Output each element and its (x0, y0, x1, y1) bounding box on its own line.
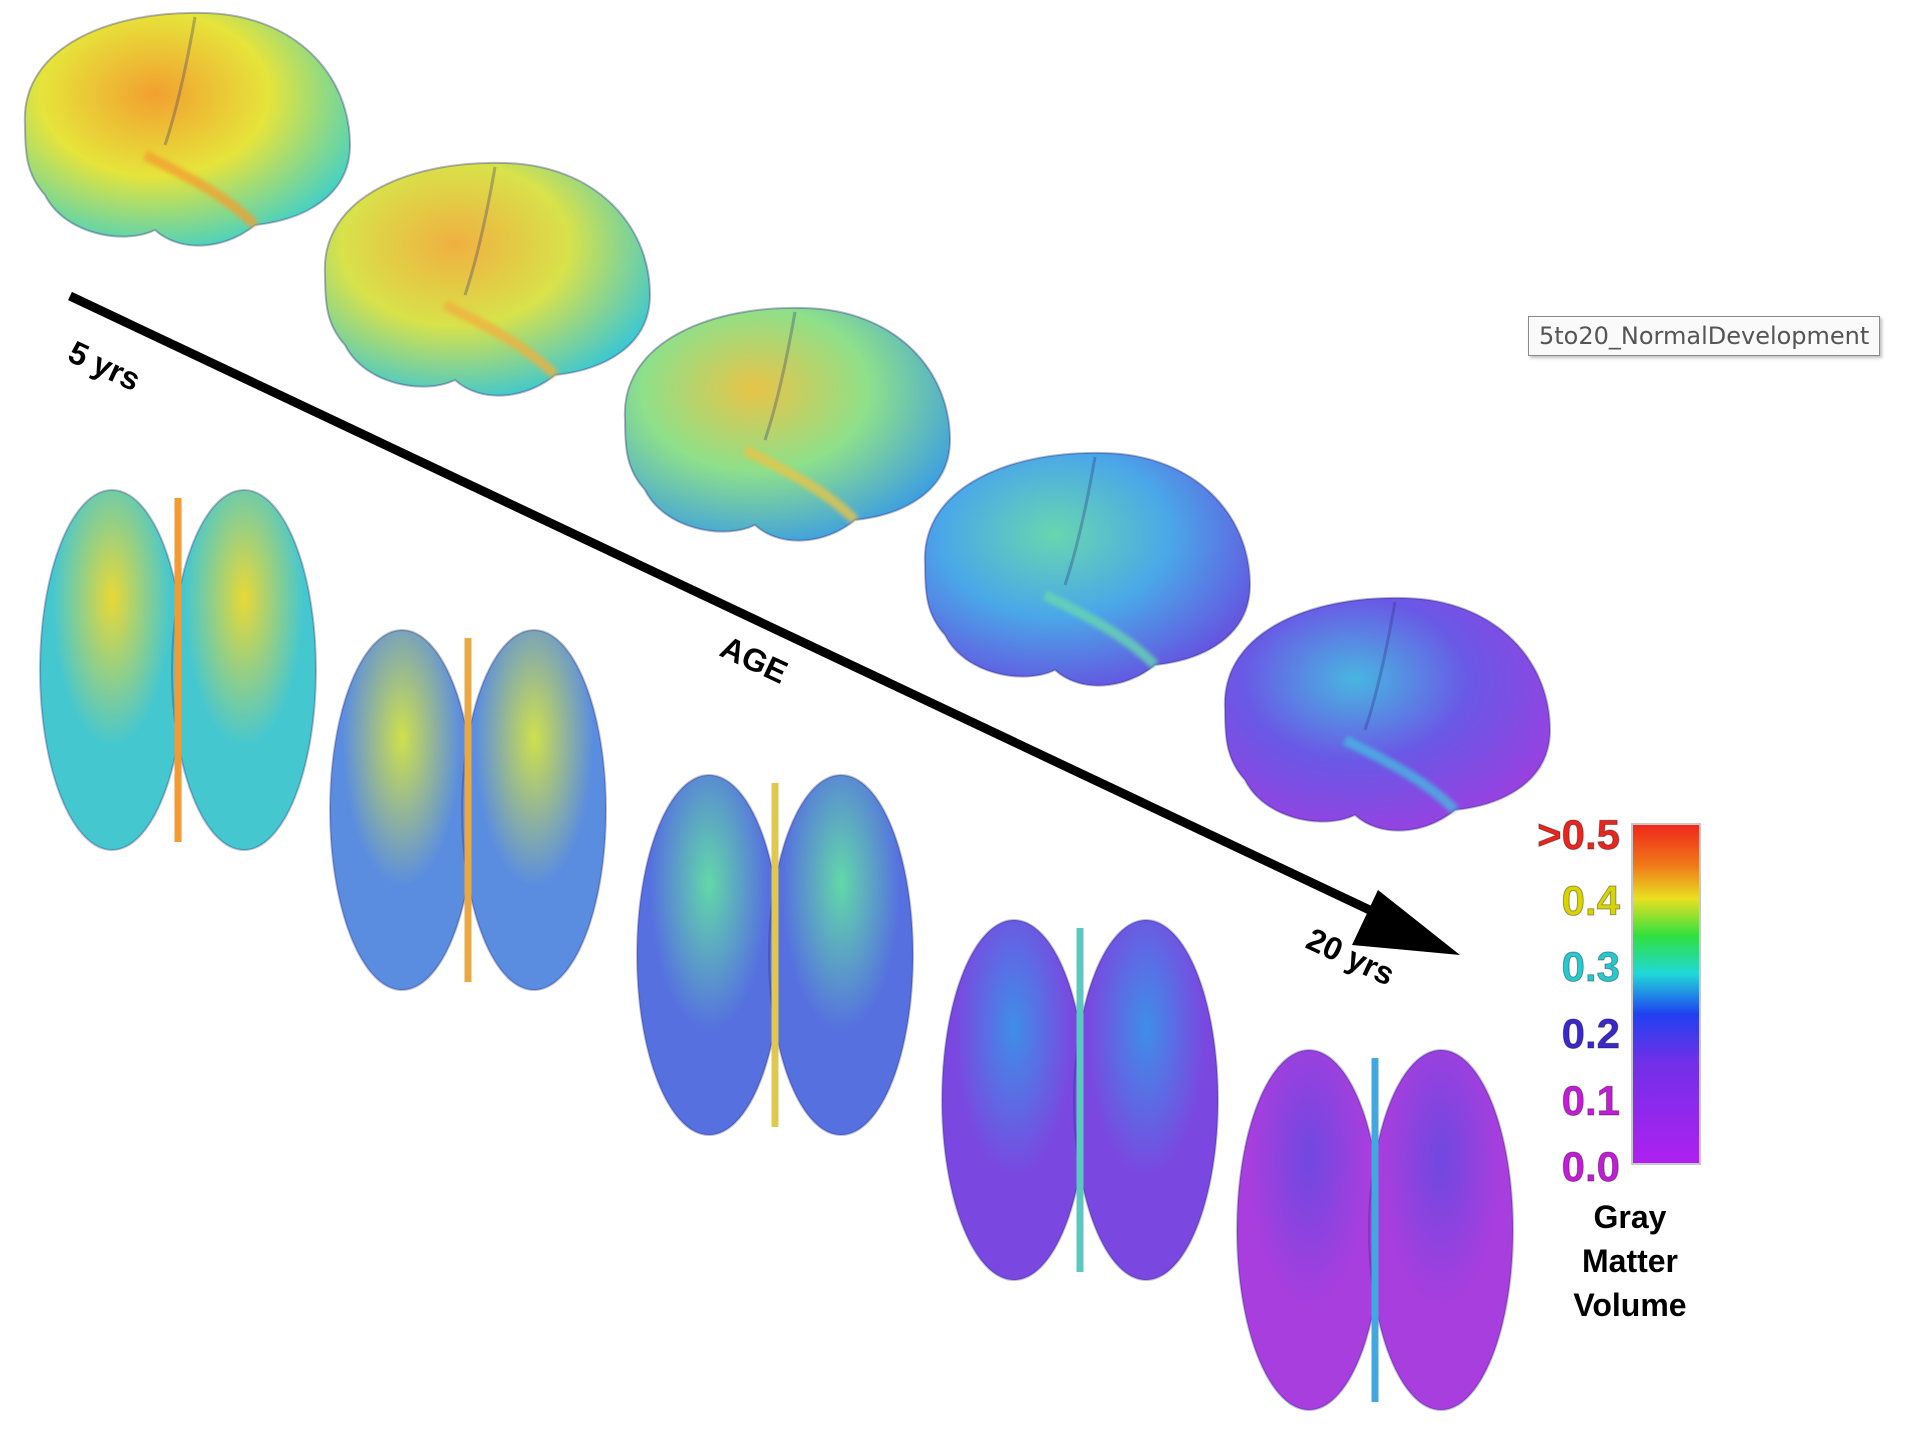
figure-label-box: 5to20_NormalDevelopment (1528, 316, 1881, 356)
color-scale-title-line: Gray (1593, 1199, 1667, 1235)
temporal-sulcus (1342, 735, 1459, 814)
color-scale-tick-label: >0.5 (1537, 811, 1621, 858)
left-hemisphere (39, 489, 185, 851)
lateral-brain-view (23, 11, 352, 247)
lateral-brain-view (323, 161, 652, 397)
age-arrow-head (1352, 890, 1460, 955)
right-hemisphere (171, 489, 317, 851)
central-sulcus (763, 311, 797, 441)
temporal-sulcus (742, 445, 859, 524)
cerebrum-shape (1223, 596, 1552, 832)
age-start-label: 5 yrs (63, 334, 146, 398)
color-scale-title-line: Matter (1581, 1243, 1678, 1279)
central-sulcus (463, 166, 497, 296)
left-hemisphere (636, 774, 782, 1136)
right-hemisphere (461, 629, 607, 991)
central-sulcus (1363, 601, 1397, 731)
right-hemisphere (1368, 1049, 1514, 1411)
lateral-brain-row (23, 11, 1552, 832)
color-scale-tick-label: 0.4 (1561, 877, 1620, 924)
color-scale-bar (1631, 823, 1701, 1165)
temporal-sulcus (142, 150, 259, 229)
right-hemisphere (768, 774, 914, 1136)
color-scale-tick-label: 0.0 (1561, 1143, 1620, 1190)
central-sulcus (1063, 456, 1097, 586)
color-scale-tick-label: 0.3 (1561, 943, 1620, 990)
dorsal-brain-view (329, 629, 607, 991)
dorsal-brain-row (39, 489, 1514, 1411)
color-scale-title-line: Volume (1573, 1287, 1687, 1323)
age-arrow (68, 291, 1460, 955)
color-scale-tick-label: 0.1 (1561, 1077, 1620, 1124)
left-hemisphere (1236, 1049, 1382, 1411)
lateral-brain-view (1223, 596, 1552, 832)
temporal-sulcus (1042, 590, 1159, 669)
age-arrow-shaft (68, 291, 1397, 927)
dorsal-brain-view (636, 774, 914, 1136)
lateral-brain-view (923, 451, 1252, 687)
dorsal-brain-view (941, 919, 1219, 1281)
dorsal-brain-view (39, 489, 317, 851)
temporal-sulcus (442, 300, 559, 379)
left-hemisphere (329, 629, 475, 991)
lateral-brain-view (623, 306, 952, 542)
cerebrum-shape (923, 451, 1252, 687)
age-axis-title: AGE (715, 629, 793, 691)
cerebrum-shape (23, 11, 352, 247)
left-hemisphere (941, 919, 1087, 1281)
cerebrum-shape (623, 306, 952, 542)
color-scale-title: Gray Matter Volume (1540, 1195, 1720, 1327)
dorsal-brain-view (1236, 1049, 1514, 1411)
right-hemisphere (1073, 919, 1219, 1281)
cerebrum-shape (323, 161, 652, 397)
color-scale-tick-label: 0.2 (1561, 1010, 1620, 1057)
central-sulcus (163, 16, 197, 146)
